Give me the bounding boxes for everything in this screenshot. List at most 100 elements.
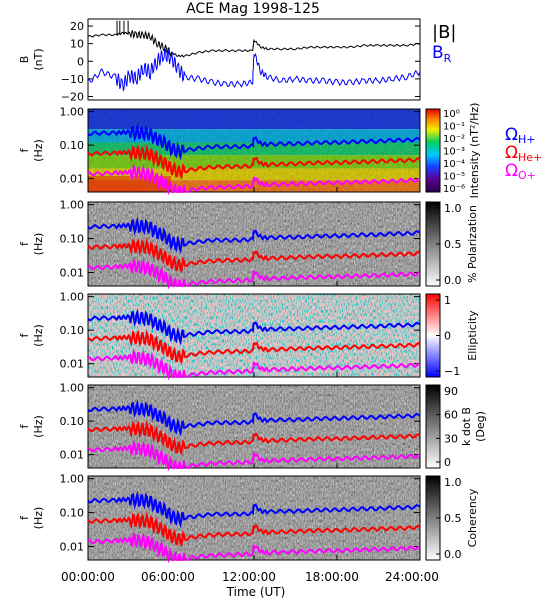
- legend-b-r-sub: R: [444, 52, 452, 65]
- y-tick-label: 0.10: [60, 507, 85, 520]
- y-tick-label: −10: [61, 73, 84, 86]
- legend-b-r: BR: [432, 43, 452, 65]
- y-tick-label: 0.10: [60, 139, 85, 152]
- omega-he-line: [87, 144, 421, 180]
- figure-title: ACE Mag 1998-125: [186, 1, 320, 17]
- y-axis-label-top: f: [18, 241, 31, 246]
- y-axis-label-top: f: [18, 515, 31, 520]
- colorbar-tick-label: 10⁻⁴: [443, 159, 465, 170]
- omega-h-line: [87, 399, 421, 437]
- y-tick-label: 1.00: [60, 291, 85, 304]
- y-axis-label: f (Hz): [18, 233, 45, 256]
- legend-b: |B| BR: [432, 22, 456, 65]
- x-tick-labels: 00:00:00 06:00:00 12:00:00 18:00:00 24:0…: [61, 570, 439, 584]
- y-tick-label: 1.00: [60, 473, 85, 486]
- y-tick-label: 0.10: [60, 324, 85, 337]
- y-axis-label-top: B: [18, 56, 31, 64]
- y-tick-label: 1.00: [60, 382, 85, 395]
- x-axis-label: Time (UT): [226, 585, 286, 599]
- omega-h-line: [87, 308, 421, 346]
- y-axis-label-bottom: (Hz): [32, 415, 45, 438]
- colorbar: [425, 108, 441, 193]
- colorbar-tick-label: 10⁰: [443, 109, 460, 120]
- y-axis-label: f (Hz): [18, 415, 45, 438]
- x-tick-label: 06:00:00: [141, 570, 195, 584]
- colorbar-tick-label: 1.0: [444, 476, 462, 489]
- legend-b-total: |B|: [432, 22, 456, 43]
- colorbar-tick-label: 10⁻⁵: [443, 172, 465, 183]
- legend-omega-h: ΩH+: [505, 125, 536, 146]
- y-axis-label-bottom: (Hz): [32, 139, 45, 162]
- x-tick-label: 18:00:00: [305, 570, 359, 584]
- colorbar-tick-label: 90: [444, 385, 458, 398]
- legend-omega-o-main: Ω: [505, 161, 518, 181]
- y-axis-label-top: f: [18, 147, 31, 152]
- omega-o-line: [87, 438, 421, 472]
- y-axis-label: f (Hz): [18, 324, 45, 347]
- colorbar-tick-label: 0.5: [444, 238, 462, 251]
- omega-h-line: [87, 216, 421, 255]
- colorbar-label: Intensity (nT²/Hz): [468, 103, 481, 199]
- y-tick-label: 10: [70, 38, 84, 51]
- colorbar: [425, 384, 441, 469]
- x-tick-label: 12:00:00: [222, 570, 276, 584]
- spectrogram-panel-k-dot-b: 1.00 0.10 0.01 f (Hz) 90 60 30 0 k dot B (Deg): [18, 382, 487, 472]
- y-axis-label-bottom: (Hz): [32, 507, 45, 530]
- y-tick-label: 0.01: [60, 267, 85, 280]
- colorbar-label: Ellipticity: [466, 310, 479, 361]
- omega-o-line: [87, 256, 421, 290]
- colorbar-label: k dot B (Deg): [460, 407, 487, 446]
- colorbar-tick-label: 0.5: [444, 512, 462, 525]
- omega-o-line: [87, 347, 421, 381]
- y-axis-label-top: f: [18, 332, 31, 337]
- colorbar-label-top: k dot B: [460, 407, 473, 446]
- omega-he-line: [87, 329, 421, 365]
- colorbar-tick-label: 10⁻¹: [443, 122, 465, 133]
- series-line-b-total: [87, 30, 421, 58]
- b-field-panel: 20 10 0 −10 −20 B (nT): [18, 18, 421, 103]
- colorbar-label: % Polarization: [466, 205, 479, 283]
- omega-he-line: [87, 420, 421, 456]
- y-tick-label: 0.01: [60, 541, 85, 554]
- colorbar-label-text: Ellipticity: [466, 310, 479, 361]
- colorbar-tick-label: 30: [444, 432, 458, 445]
- spectrogram-panel-polarization: 1.00 0.10 0.01 f (Hz) 1.0 0.5 0.0 % Polarization: [18, 199, 479, 290]
- colorbar-tick-label: 0: [444, 456, 451, 469]
- omega-he-line: [87, 511, 421, 548]
- y-tick-label: 20: [70, 20, 84, 33]
- legend-omega-h-sub: H+: [518, 133, 536, 146]
- legend-omega-he-main: Ω: [505, 143, 518, 163]
- y-axis-label-bottom: (nT): [32, 48, 45, 70]
- legend-gyrofrequency: ΩH+ ΩHe+ ΩO+: [505, 125, 542, 182]
- colorbar-tick-label: 0: [444, 330, 451, 343]
- y-axis-label-bottom: (Hz): [32, 233, 45, 256]
- omega-o-line: [87, 530, 421, 564]
- colorbar-tick-label: 0.0: [444, 274, 462, 287]
- colorbar-tick-label: −1: [444, 365, 460, 378]
- omega-h-line: [87, 490, 421, 529]
- legend-omega-o-sub: O+: [518, 169, 536, 182]
- colorbar-tick-label: 10⁻²: [443, 134, 465, 145]
- colorbar-label-text: Intensity (nT²/Hz): [468, 103, 481, 199]
- x-tick-label: 24:00:00: [385, 570, 439, 584]
- colorbar-label-bottom: (Deg): [474, 411, 487, 442]
- omega-h-line: [87, 123, 421, 161]
- colorbar-tick-label: 1: [444, 294, 451, 307]
- colorbar-label-text: % Polarization: [466, 205, 479, 283]
- legend-b-r-main: B: [432, 43, 444, 63]
- colorbar-tick-label: 1.0: [444, 202, 462, 215]
- legend-omega-he: ΩHe+: [505, 143, 542, 164]
- colorbar-tick-label: 0.0: [444, 548, 462, 561]
- omega-he-line: [87, 237, 421, 274]
- colorbar-tick-label: 10⁻⁶: [443, 184, 465, 195]
- y-tick-label: 0.01: [60, 449, 85, 462]
- legend-omega-he-sub: He+: [518, 151, 542, 164]
- x-tick-label: 00:00:00: [61, 570, 115, 584]
- y-tick-label: 0: [77, 55, 84, 68]
- colorbar-tick-label: 60: [444, 409, 458, 422]
- colorbar-tick-label: 10⁻³: [443, 147, 465, 158]
- y-axis-label-top: f: [18, 423, 31, 428]
- y-axis-label-bottom: (Hz): [32, 324, 45, 347]
- y-axis-label: B (nT): [18, 48, 45, 70]
- y-tick-label: 0.01: [60, 173, 85, 186]
